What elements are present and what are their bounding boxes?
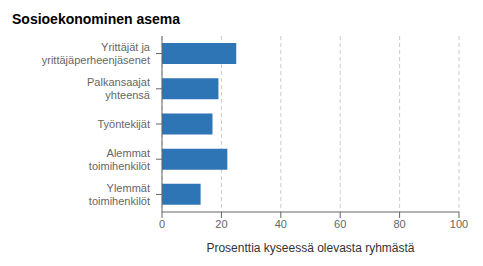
html-text:Sosioekonominen asema: Sosioekonominen asema — [12, 11, 181, 27]
svg-text:Yrittäjät jayrittäjäperheenjäs: Yrittäjät jayrittäjäperheenjäsenet — [42, 41, 151, 66]
svg-text:100: 100 — [450, 218, 468, 230]
svg-text:40: 40 — [275, 218, 287, 230]
svg-text:Ylemmättoimihenkilöt: Ylemmättoimihenkilöt — [89, 182, 150, 207]
svg-text:Palkansaajatyhteensä: Palkansaajatyhteensä — [87, 76, 151, 101]
svg-text:60: 60 — [334, 218, 346, 230]
svg-text:80: 80 — [393, 218, 405, 230]
svg-text:Työntekijät: Työntekijät — [97, 118, 150, 130]
svg-text:20: 20 — [215, 218, 227, 230]
svg-text:Prosenttia kyseessä olevasta r: Prosenttia kyseessä olevasta ryhmästä — [206, 241, 414, 255]
svg-text:Alemmattoimihenkilöt: Alemmattoimihenkilöt — [89, 147, 150, 172]
svg-text:0: 0 — [159, 218, 165, 230]
